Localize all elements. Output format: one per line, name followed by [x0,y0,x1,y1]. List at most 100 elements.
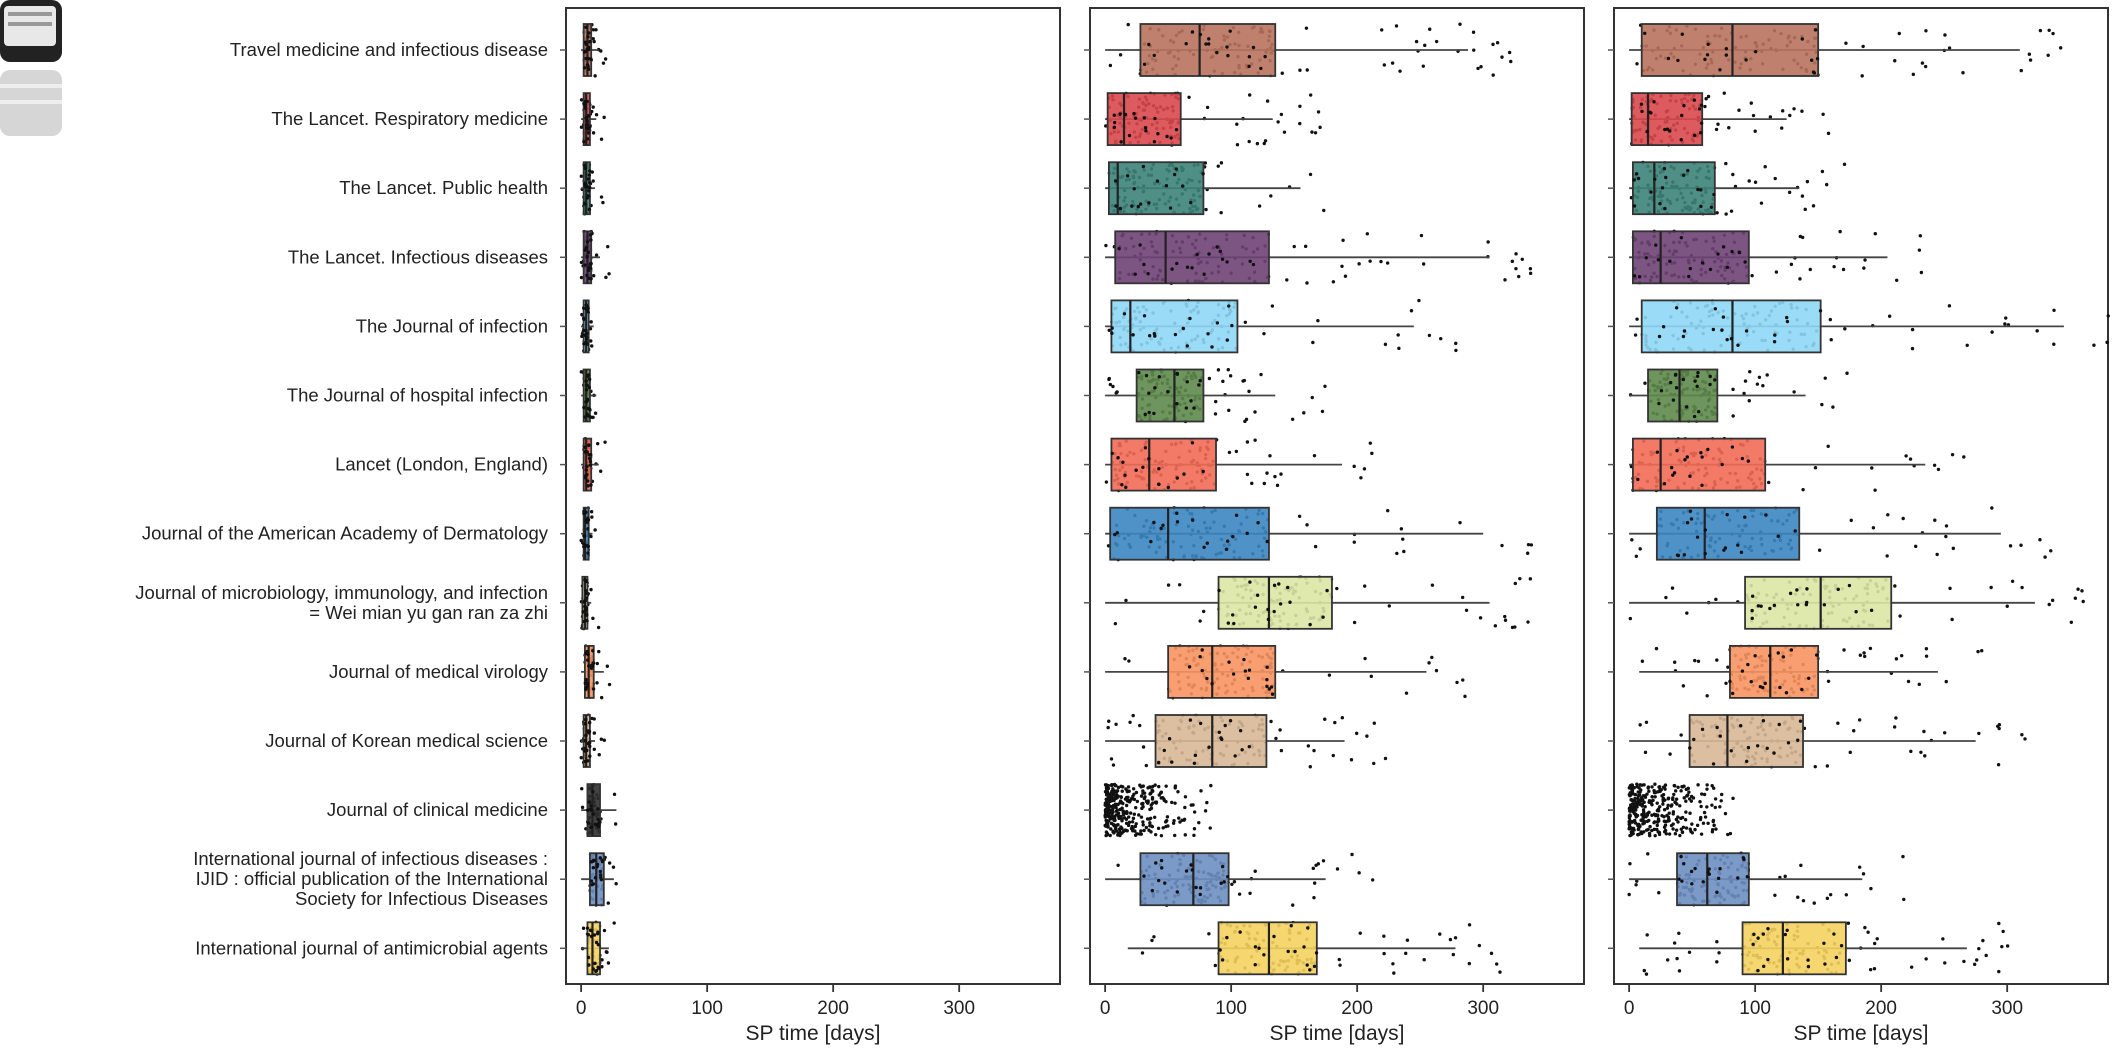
data-point [1863,654,1867,659]
data-point [1650,785,1654,789]
data-point [583,450,588,454]
data-point [1312,964,1317,969]
data-point [1357,871,1361,875]
data-point [1198,654,1202,659]
data-point [1751,113,1756,118]
data-point [1628,792,1632,796]
data-point [587,31,591,35]
data-point [1414,39,1419,44]
data-point [595,823,599,827]
data-point [1132,792,1136,796]
data-point [1182,472,1186,476]
data-point [1704,97,1708,101]
data-point [584,717,588,722]
data-point [1800,109,1804,113]
data-point [1275,483,1280,488]
data-point [1845,371,1849,375]
data-point [2081,599,2085,604]
data-point [1716,252,1720,256]
data-point [1675,448,1679,453]
data-point [583,759,588,764]
data-point [1216,164,1220,168]
data-point [1650,795,1654,799]
data-point [1159,833,1164,838]
data-point [1820,402,1824,407]
data-point [1628,806,1632,811]
data-point [1137,813,1141,817]
box-5 [580,299,594,354]
data-point [1679,138,1683,142]
data-point [589,934,594,939]
data-point [1321,615,1325,619]
data-point [1219,161,1224,165]
data-point [1663,127,1667,132]
data-point [582,544,586,549]
x-tick-label: 100 [691,998,723,1019]
data-point [1528,267,1533,271]
data-point [1642,821,1646,825]
data-point [579,370,584,374]
data-point [1177,583,1182,587]
data-point [1103,803,1107,807]
data-point [1777,722,1781,727]
data-point [1247,668,1252,672]
data-point [1736,543,1740,547]
data-point [1402,549,1406,554]
data-point [585,473,589,477]
data-point [1104,789,1109,793]
data-point [1846,921,1851,925]
data-point [1634,554,1639,559]
data-point [1660,186,1665,190]
data-point [1191,803,1195,807]
data-point [1368,259,1372,263]
data-point [1152,520,1156,525]
data-point [1159,858,1164,863]
data-point [1997,921,2001,926]
data-point [1114,823,1119,828]
data-point [589,804,593,808]
data-point [1676,785,1680,789]
data-point [1668,380,1673,385]
data-point [1276,120,1280,124]
data-point [1913,544,1918,549]
data-point [1696,370,1700,375]
data-point [1693,658,1697,663]
data-point [1127,800,1132,804]
data-point [589,825,594,829]
data-point [599,695,604,700]
data-point [1113,793,1118,798]
data-point [1280,71,1284,75]
data-point [1219,210,1223,215]
data-point [584,589,588,593]
data-point [1107,719,1111,723]
data-point [1708,267,1713,272]
data-point [1316,110,1321,114]
data-point [1159,526,1163,530]
data-point [1177,816,1181,820]
data-point [581,610,585,614]
box-3 [1629,160,1847,216]
data-point [1924,654,1929,658]
data-point [612,921,616,925]
data-point [1750,594,1755,598]
data-point [1681,825,1686,829]
data-point [1936,467,1941,472]
data-point [582,328,586,333]
data-point [1124,810,1129,814]
data-point [1687,274,1691,279]
data-point [1123,657,1127,661]
data-point [1372,761,1376,766]
data-point [1997,969,2001,974]
data-point [1149,791,1153,795]
data-point [1703,815,1708,819]
data-point [1305,68,1309,72]
data-point [1458,22,1462,26]
data-point [1110,326,1114,330]
data-point [1676,553,1681,558]
data-point [2020,585,2024,590]
data-point [1116,814,1121,819]
data-point [1160,866,1164,870]
data-point [1689,869,1694,874]
data-point [1277,582,1281,586]
data-point [1747,399,1751,403]
